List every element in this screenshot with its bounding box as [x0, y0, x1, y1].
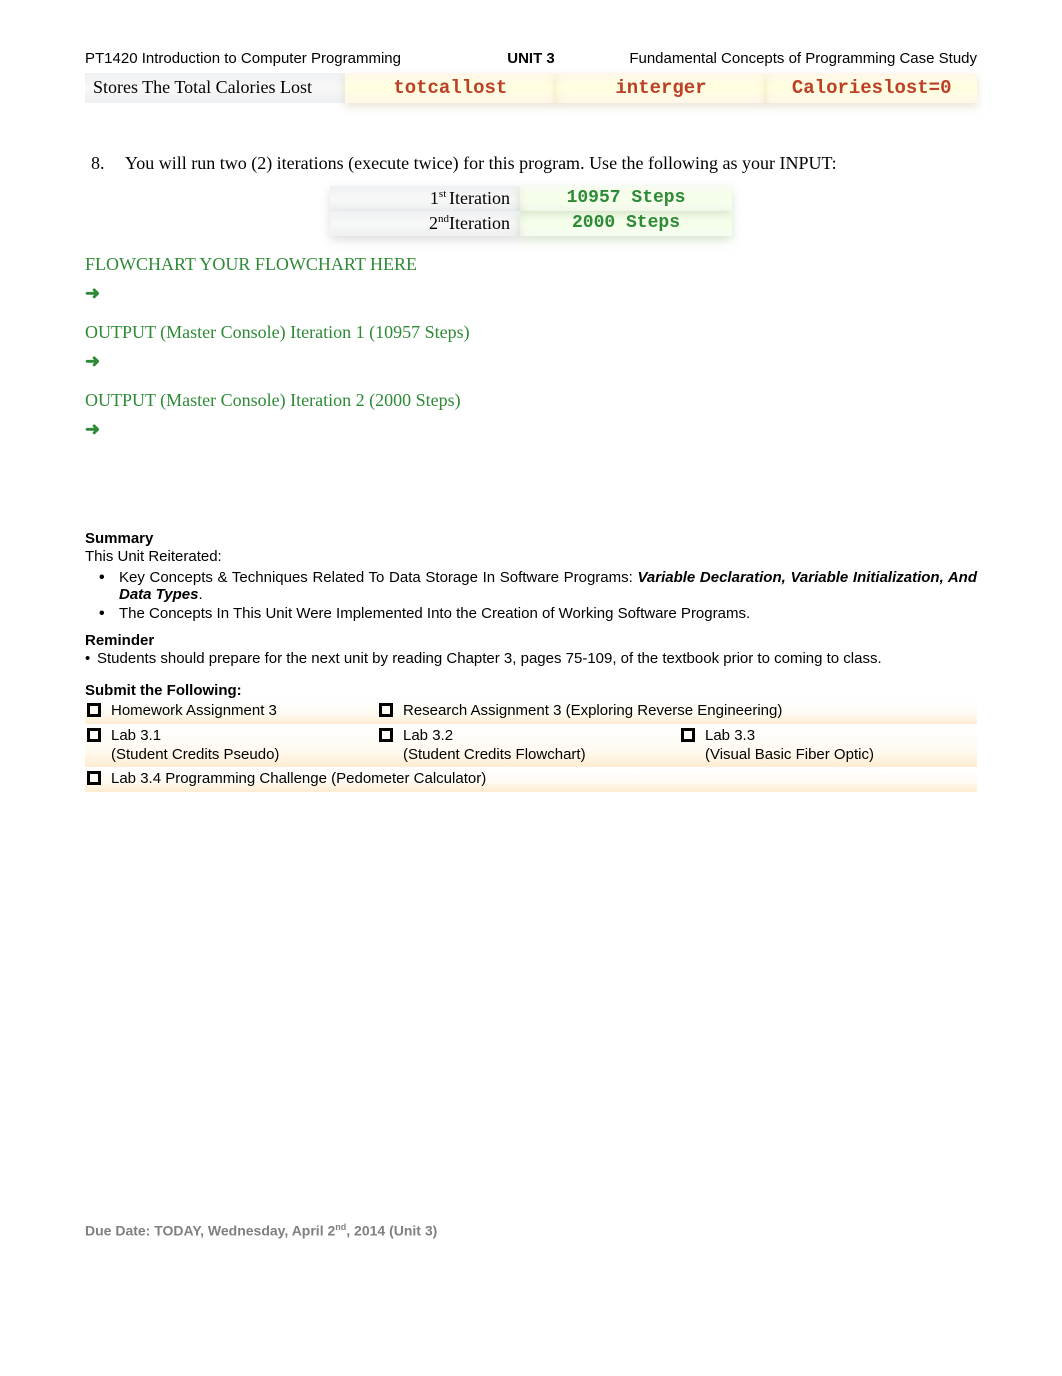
variable-type: interger	[556, 73, 767, 103]
summary-item-2: The Concepts In This Unit Were Implement…	[85, 605, 977, 622]
iteration-table: 1st Iteration 10957 Steps 2ndIteration 2…	[330, 186, 732, 236]
flowchart-heading: FLOWCHART YOUR FLOWCHART HERE	[85, 254, 977, 275]
summary-title: Summary	[85, 530, 977, 547]
iteration-2-label: 2ndIteration	[330, 211, 520, 236]
submit-item-hw3: Homework Assignment 3	[85, 702, 377, 721]
checkbox-icon	[87, 728, 101, 742]
submit-row-2: Lab 3.1 (Student Credits Pseudo) Lab 3.2…	[85, 725, 977, 768]
iteration-row-1: 1st Iteration 10957 Steps	[330, 186, 732, 211]
summary-subtitle: This Unit Reiterated:	[85, 547, 977, 567]
variable-row: Stores The Total Calories Lost totcallos…	[85, 73, 977, 103]
output-heading-2: OUTPUT (Master Console) Iteration 2 (200…	[85, 390, 977, 411]
iteration-1-label: 1st Iteration	[330, 186, 520, 211]
instruction-text: You will run two (2) iterations (execute…	[125, 153, 977, 174]
submit-item-lab33: Lab 3.3 (Visual Basic Fiber Optic)	[679, 727, 977, 765]
iteration-2-value: 2000 Steps	[520, 211, 732, 236]
submit-row-1: Homework Assignment 3 Research Assignmen…	[85, 700, 977, 724]
summary-section: Summary This Unit Reiterated: Key Concep…	[85, 530, 977, 622]
reminder-title: Reminder	[85, 632, 977, 649]
instruction-number: 8.	[85, 153, 125, 174]
submit-row-3: Lab 3.4 Programming Challenge (Pedometer…	[85, 768, 977, 792]
checkbox-icon	[87, 771, 101, 785]
variable-init: Calorieslost=0	[766, 73, 977, 103]
checkbox-icon	[681, 728, 695, 742]
submit-title: Submit the Following:	[85, 682, 977, 699]
header-course: PT1420 Introduction to Computer Programm…	[85, 50, 487, 67]
variable-description: Stores The Total Calories Lost	[85, 73, 345, 103]
header-topic: Fundamental Concepts of Programming Case…	[575, 50, 977, 67]
submit-item-lab32: Lab 3.2 (Student Credits Flowchart)	[377, 727, 679, 765]
reminder-text: Students should prepare for the next uni…	[85, 649, 977, 669]
submit-section: Submit the Following: Homework Assignmen…	[85, 682, 977, 792]
output-heading-1: OUTPUT (Master Console) Iteration 1 (109…	[85, 322, 977, 343]
submit-item-lab31: Lab 3.1 (Student Credits Pseudo)	[85, 727, 377, 765]
submit-item-lab34: Lab 3.4 Programming Challenge (Pedometer…	[85, 770, 977, 789]
summary-item-1: Key Concepts & Techniques Related To Dat…	[85, 569, 977, 603]
reminder-section: Reminder Students should prepare for the…	[85, 632, 977, 669]
checkbox-icon	[379, 703, 393, 717]
header-unit: UNIT 3	[487, 50, 575, 67]
arrow-icon: ➜	[85, 351, 977, 372]
document-page: PT1420 Introduction to Computer Programm…	[0, 0, 1062, 1269]
checkbox-icon	[87, 703, 101, 717]
iteration-row-2: 2ndIteration 2000 Steps	[330, 211, 732, 236]
footer-due-date: Due Date: TODAY, Wednesday, April 2nd, 2…	[85, 1222, 977, 1239]
submit-item-research3: Research Assignment 3 (Exploring Reverse…	[377, 702, 977, 721]
arrow-icon: ➜	[85, 283, 977, 304]
iteration-1-value: 10957 Steps	[520, 186, 732, 211]
checkbox-icon	[379, 728, 393, 742]
page-header: PT1420 Introduction to Computer Programm…	[85, 50, 977, 67]
variable-name: totcallost	[345, 73, 556, 103]
arrow-icon: ➜	[85, 419, 977, 440]
summary-list: Key Concepts & Techniques Related To Dat…	[85, 569, 977, 622]
instruction-block: 8. You will run two (2) iterations (exec…	[85, 153, 977, 236]
